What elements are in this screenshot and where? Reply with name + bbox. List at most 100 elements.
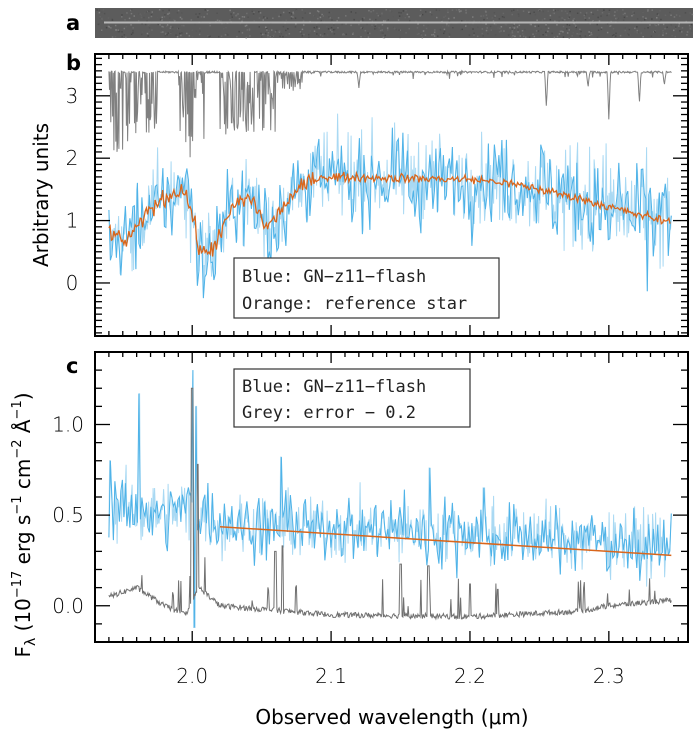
strip-pixel [514,29,516,31]
strip-pixel [507,33,510,35]
strip-pixel [636,32,638,34]
strip-pixel [381,29,383,31]
strip-pixel [636,26,638,28]
strip-pixel [371,24,373,26]
strip-pixel [258,26,260,28]
strip-pixel [259,12,262,14]
strip-pixel [634,31,636,33]
strip-pixel [151,29,153,31]
strip-pixel [559,30,562,33]
strip-pixel [221,22,223,25]
strip-pixel [398,15,401,17]
strip-pixel [181,12,183,14]
strip-pixel [427,24,429,27]
strip-pixel [317,10,320,13]
strip-pixel [539,10,541,12]
strip-pixel [140,14,143,17]
strip-pixel [562,19,564,21]
strip-pixel [265,26,267,28]
strip-pixel [222,27,225,30]
strip-pixel [280,14,282,16]
strip-pixel [592,20,594,22]
strip-pixel [156,16,159,19]
strip-pixel [664,27,666,30]
strip-pixel [301,28,304,31]
strip-pixel [245,24,248,27]
strip-pixel [689,26,691,29]
strip-pixel [446,24,448,27]
strip-pixel [596,36,599,38]
strip-pixel [534,25,536,28]
strip-pixel [292,16,294,18]
strip-pixel [558,33,561,35]
strip-pixel [561,10,563,12]
strip-pixel [420,34,423,36]
strip-pixel [421,13,424,16]
strip-pixel [533,35,536,38]
y-tick-label: 0.0 [52,594,84,618]
strip-pixel [380,32,383,34]
strip-pixel [615,32,617,35]
strip-pixel [230,15,233,17]
strip-pixel [195,30,198,32]
strip-pixel [355,12,357,14]
strip-pixel [542,34,544,36]
x-tick-labels: 2.0 2.1 2.2 2.3 [176,664,624,688]
strip-pixel [157,26,159,28]
strip-pixel [258,17,261,19]
strip-pixel [389,10,391,12]
strip-pixel [568,20,571,22]
strip-pixel [569,14,571,16]
strip-pixel [576,12,579,14]
strip-pixel [317,17,319,20]
strip-pixel [330,12,333,14]
strip-pixel [273,34,275,36]
strip-pixel [604,22,607,25]
strip-pixel [111,19,114,21]
strip-pixel [130,33,133,36]
strip-pixel [101,17,104,20]
strip-pixel [114,24,117,27]
strip-pixel [516,9,519,11]
strip-pixel [146,20,148,22]
strip-pixel [539,35,541,38]
strip-pixel [121,14,123,16]
strip-pixel [288,10,290,12]
strip-pixel [117,30,120,33]
strip-pixel [172,26,174,29]
strip-pixel [592,13,594,15]
strip-pixel [467,23,469,25]
strip-pixel [209,24,211,27]
strip-pixel [568,29,570,31]
strip-pixel [369,32,371,35]
strip-pixel [199,30,201,32]
strip-pixel [268,29,271,32]
strip-pixel [190,19,193,21]
strip-pixel [128,17,131,20]
strip-pixel [543,18,546,20]
panel-b: b 0 1 2 3 Arbitrary units Blue: GN−z11−flas… [29,51,689,337]
strip-pixel [622,13,625,16]
strip-pixel [133,15,135,17]
strip-pixel [216,19,219,21]
x-tick-label: 2.0 [176,664,208,688]
strip-pixel [275,11,277,14]
strip-pixel [471,25,473,28]
strip-pixel [130,9,133,11]
strip-pixel [622,27,624,29]
strip-pixel [327,28,330,30]
strip-pixel [216,12,218,14]
strip-pixel [481,28,484,30]
strip-pixel [476,35,479,38]
strip-pixel [666,34,668,36]
strip-pixel [309,30,311,32]
strip-pixel [616,9,618,12]
strip-pixel [534,13,537,16]
ylabel-part: erg s [11,515,35,571]
ylabel-part: Å [11,419,35,439]
strip-pixel [606,23,609,25]
strip-pixel [126,12,128,14]
strip-pixel [600,28,603,31]
strip-pixel [107,25,110,28]
strip-pixel [165,23,167,26]
